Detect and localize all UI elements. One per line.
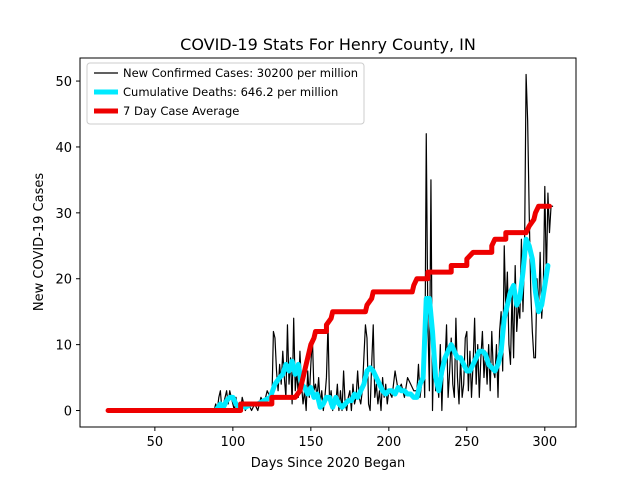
x-tick-label: 100 — [220, 435, 245, 450]
y-tick-label: 10 — [55, 339, 72, 354]
y-tick-label: 30 — [55, 207, 72, 222]
legend-label-7-day-average: 7 Day Case Average — [123, 104, 239, 118]
y-tick-label: 0 — [64, 405, 72, 420]
legend-box — [86, 62, 365, 125]
chart-title: COVID-19 Stats For Henry County, IN — [180, 35, 476, 54]
x-tick-label: 200 — [376, 435, 401, 450]
legend-label-cumulative-deaths: Cumulative Deaths: 646.2 per million — [123, 85, 338, 99]
series-line-7-day-average — [105, 203, 552, 414]
y-axis-ticks: 0 10 20 30 40 50 — [55, 75, 80, 420]
y-tick-label: 20 — [55, 273, 72, 288]
y-axis-title: New COVID-19 Cases — [32, 173, 47, 311]
series-line-new-cases — [107, 73, 554, 412]
x-tick-label: 250 — [454, 435, 479, 450]
legend: New Confirmed Cases: 30200 per million C… — [86, 62, 365, 125]
x-tick-label: 300 — [532, 435, 557, 450]
series-line-cumulative-deaths — [213, 236, 551, 414]
x-tick-label: 150 — [298, 435, 323, 450]
y-tick-label: 50 — [55, 75, 72, 90]
x-axis-ticks: 50 100 150 200 250 300 — [147, 427, 557, 450]
y-tick-label: 40 — [55, 141, 72, 156]
series-lines — [105, 73, 554, 414]
x-tick-label: 50 — [147, 435, 164, 450]
x-axis-title: Days Since 2020 Began — [251, 456, 406, 471]
plot-frame — [79, 57, 577, 428]
legend-label-new-cases: New Confirmed Cases: 30200 per million — [123, 66, 358, 80]
